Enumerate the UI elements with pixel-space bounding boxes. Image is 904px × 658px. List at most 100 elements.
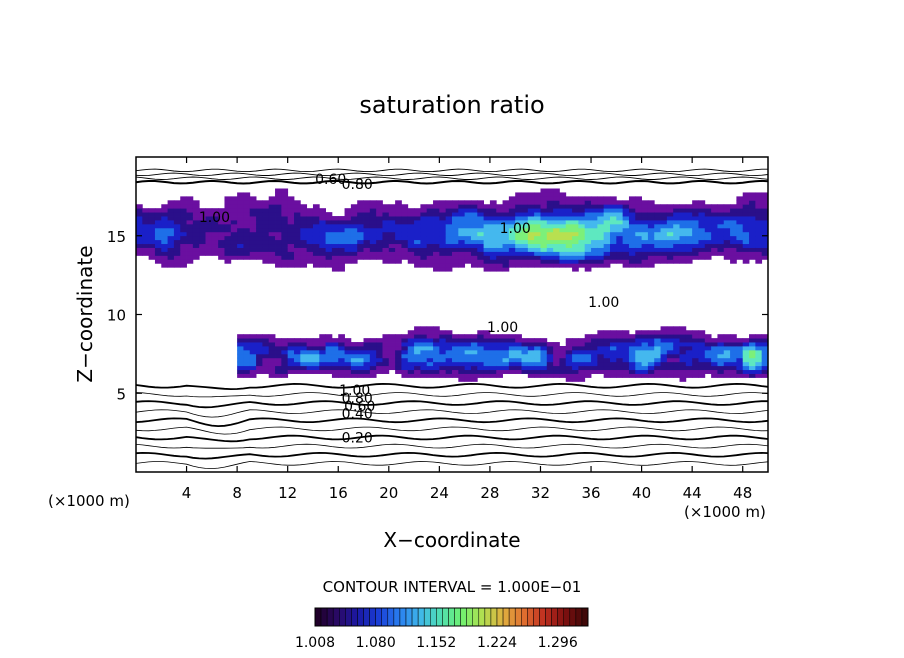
- field-cell: [281, 223, 289, 229]
- field-cell: [717, 204, 725, 209]
- field-cell: [635, 204, 642, 209]
- field-cell: [275, 212, 282, 217]
- field-cell: [540, 338, 548, 343]
- field-cell: [287, 365, 295, 371]
- field-cell: [148, 247, 156, 252]
- field-cell: [420, 263, 428, 268]
- colorbar-tick-label: 1.080: [356, 635, 396, 651]
- field-cell: [452, 346, 459, 351]
- field-cell: [420, 251, 428, 256]
- field-cell: [376, 200, 383, 205]
- field-cell: [173, 235, 181, 241]
- field-cell: [692, 247, 699, 252]
- field-cell: [704, 204, 712, 209]
- field-cell: [755, 338, 763, 343]
- field-cell: [723, 369, 731, 374]
- field-cell: [761, 227, 768, 233]
- field-cell: [489, 338, 497, 343]
- field-cell: [243, 192, 251, 197]
- field-cell: [382, 212, 390, 217]
- field-cell: [287, 200, 295, 205]
- field-cell: [489, 204, 497, 209]
- field-cell: [199, 216, 206, 221]
- field-cell: [369, 365, 377, 371]
- field-cell: [445, 369, 453, 374]
- field-cell: [357, 220, 364, 225]
- field-cell: [584, 349, 592, 355]
- field-cell: [553, 231, 560, 237]
- field-cell: [426, 365, 434, 371]
- field-cell: [610, 251, 617, 256]
- field-cell: [186, 235, 194, 241]
- field-cell: [565, 346, 573, 351]
- field-cell: [230, 223, 238, 229]
- field-cell: [426, 223, 434, 229]
- field-cell: [357, 231, 364, 237]
- field-cell: [275, 346, 282, 351]
- field-cell: [350, 223, 358, 229]
- field-cell: [704, 353, 712, 359]
- field-cell: [300, 251, 308, 256]
- field-cell: [275, 204, 282, 209]
- field-cell: [572, 255, 579, 260]
- field-cell: [755, 223, 763, 229]
- colorbar-swatch: [581, 607, 589, 627]
- field-cell: [464, 334, 472, 339]
- field-cell: [673, 255, 680, 260]
- field-cell: [388, 251, 396, 256]
- field-cell: [294, 369, 301, 374]
- field-cell: [281, 373, 289, 378]
- field-cell: [268, 227, 276, 233]
- field-cell: [369, 231, 377, 237]
- field-cell: [540, 361, 548, 367]
- field-cell: [673, 373, 680, 378]
- field-cell: [755, 357, 763, 363]
- field-cell: [142, 220, 150, 225]
- field-cell: [420, 216, 428, 221]
- field-cell: [704, 235, 712, 241]
- field-cell: [578, 373, 586, 378]
- field-cell: [338, 357, 345, 363]
- field-cell: [420, 243, 428, 248]
- field-cell: [597, 231, 605, 237]
- colorbar-swatch: [557, 607, 564, 627]
- field-cell: [483, 334, 491, 339]
- field-cell: [237, 334, 244, 339]
- field-cell: [679, 231, 687, 237]
- field-cell: [300, 216, 308, 221]
- field-cell: [673, 216, 680, 221]
- field-cell: [180, 220, 187, 225]
- field-cell: [357, 212, 364, 217]
- field-cell: [622, 208, 630, 213]
- field-cell: [654, 361, 661, 367]
- field-cell: [369, 239, 377, 245]
- field-cell: [439, 342, 447, 347]
- field-cell: [287, 251, 295, 256]
- field-cell: [483, 204, 491, 209]
- field-cell: [666, 216, 674, 221]
- field-cell: [502, 204, 510, 209]
- field-cell: [673, 330, 680, 335]
- field-cell: [692, 330, 699, 335]
- field-cell: [616, 346, 624, 351]
- field-cell: [616, 373, 624, 378]
- field-cell: [154, 247, 162, 252]
- field-cell: [205, 247, 213, 252]
- field-cell: [591, 263, 598, 268]
- field-cell: [180, 263, 187, 268]
- field-cell: [294, 216, 301, 221]
- field-cell: [401, 227, 409, 233]
- field-cell: [477, 255, 484, 260]
- field-cell: [363, 255, 371, 260]
- field-cell: [268, 212, 276, 217]
- field-cell: [584, 361, 592, 367]
- field-cell: [496, 208, 503, 213]
- field-cell: [527, 357, 535, 363]
- field-cell: [420, 357, 428, 363]
- field-cell: [268, 373, 276, 378]
- field-cell: [395, 255, 402, 260]
- field-cell: [565, 353, 573, 359]
- field-cell: [496, 212, 503, 217]
- field-cell: [306, 247, 314, 252]
- field-cell: [666, 235, 674, 241]
